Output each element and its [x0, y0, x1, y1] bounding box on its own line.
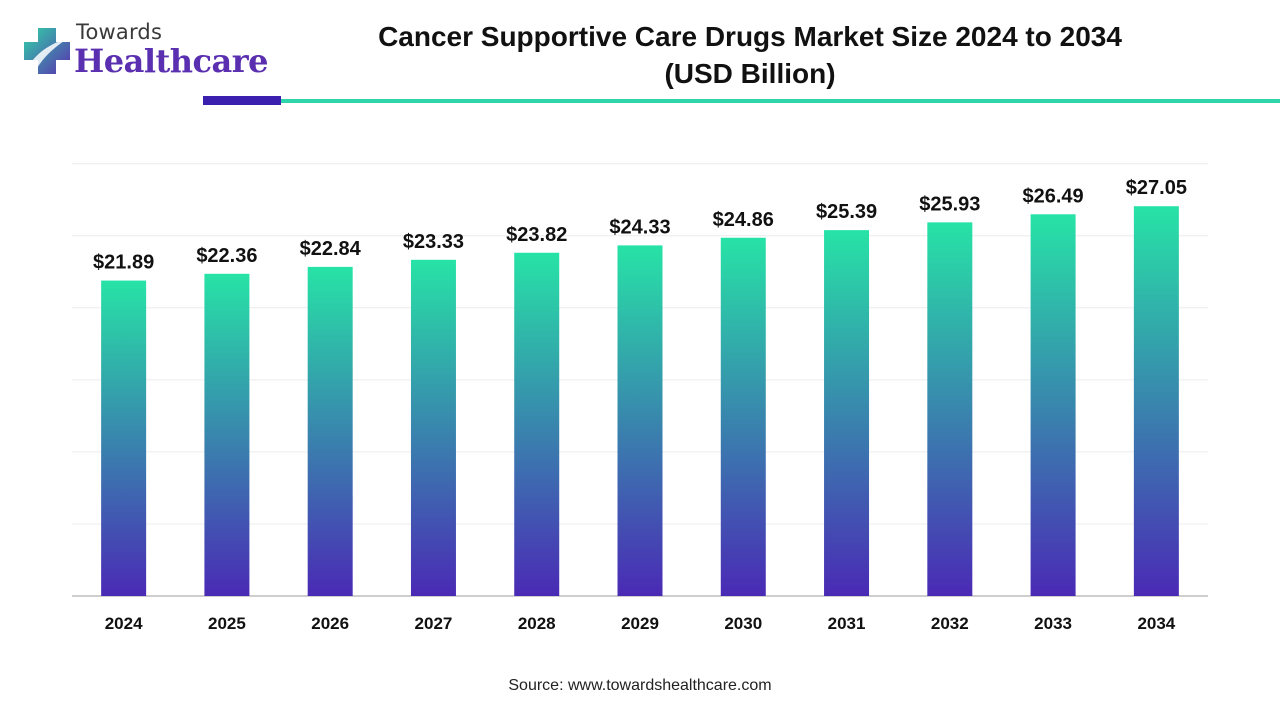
brand-logo: Towards Healthcare	[20, 18, 268, 88]
chart-title-block: Cancer Supportive Care Drugs Market Size…	[290, 18, 1210, 92]
bar-2028	[514, 252, 560, 597]
x-tick-label-2030: 2030	[724, 614, 762, 633]
data-label-2027: $23.33	[403, 231, 464, 253]
bar-2030	[720, 237, 766, 596]
bar-2025	[204, 273, 250, 596]
bar-2027	[410, 259, 456, 596]
x-tick-label-2028: 2028	[518, 614, 556, 633]
bar-2032	[927, 222, 973, 596]
data-label-2033: $26.49	[1023, 185, 1084, 207]
header-accent-teal	[281, 99, 1280, 103]
chart-title: Cancer Supportive Care Drugs Market Size…	[378, 21, 1122, 52]
data-label-2029: $24.33	[609, 216, 670, 238]
data-label-2032: $25.93	[919, 193, 980, 215]
header-accent-dark	[203, 96, 281, 105]
bar-2033	[1030, 214, 1076, 596]
bar-2026	[307, 266, 353, 596]
data-label-2031: $25.39	[816, 201, 877, 223]
medical-cross-icon	[24, 28, 70, 74]
x-tick-label-2031: 2031	[828, 614, 866, 633]
bar-2029	[617, 245, 663, 596]
data-label-2025: $22.36	[196, 245, 257, 267]
data-label-2034: $27.05	[1126, 177, 1187, 199]
bar-2024	[101, 280, 147, 596]
source-note: Source: www.towardshealthcare.com	[508, 677, 772, 694]
data-label-2024: $21.89	[93, 252, 154, 274]
bar-2031	[824, 230, 870, 596]
data-label-2028: $23.82	[506, 224, 567, 246]
logo-text-healthcare: Healthcare	[74, 42, 268, 80]
bar-2034	[1133, 206, 1179, 596]
x-tick-label-2032: 2032	[931, 614, 969, 633]
x-tick-label-2027: 2027	[415, 614, 453, 633]
x-tick-label-2026: 2026	[311, 614, 349, 633]
data-label-2030: $24.86	[713, 209, 774, 231]
x-tick-label-2029: 2029	[621, 614, 659, 633]
x-tick-label-2025: 2025	[208, 614, 246, 633]
chart-subtitle: (USD Billion)	[664, 58, 836, 89]
x-tick-label-2024: 2024	[105, 614, 143, 633]
logo-text-towards: Towards	[76, 20, 163, 44]
data-label-2026: $22.84	[300, 238, 362, 260]
x-tick-label-2034: 2034	[1137, 614, 1175, 633]
x-tick-label-2033: 2033	[1034, 614, 1072, 633]
